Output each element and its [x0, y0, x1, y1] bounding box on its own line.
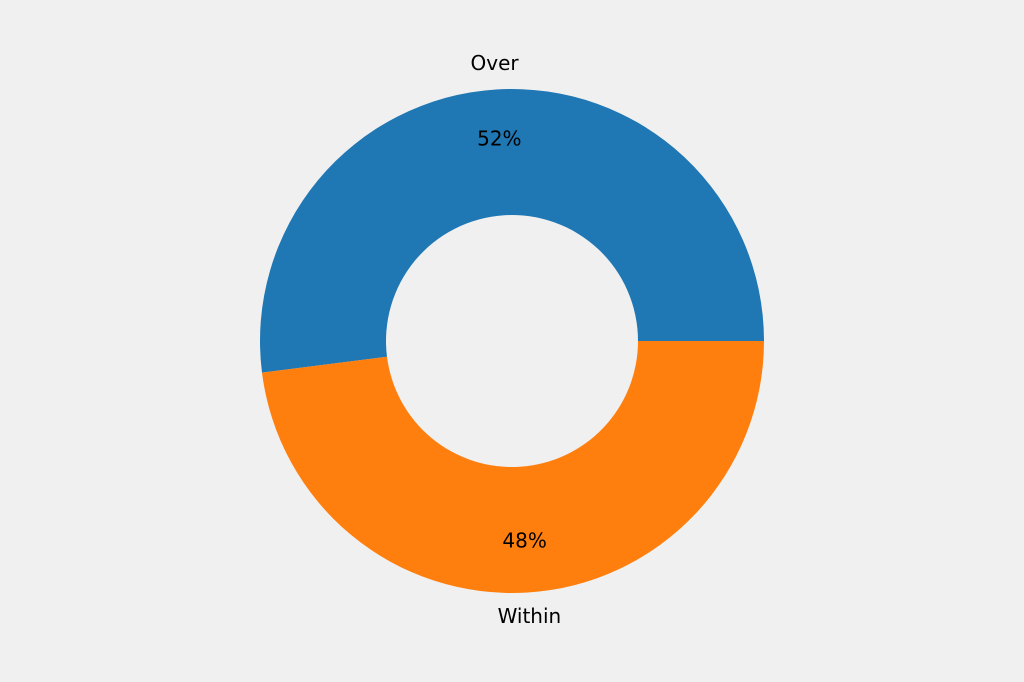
slice — [260, 89, 764, 373]
value-label: 52% — [477, 126, 521, 150]
slice-label: Within — [498, 604, 562, 628]
slice — [261, 341, 764, 594]
value-label: 48% — [502, 529, 546, 553]
slice-label: Over — [471, 51, 520, 75]
